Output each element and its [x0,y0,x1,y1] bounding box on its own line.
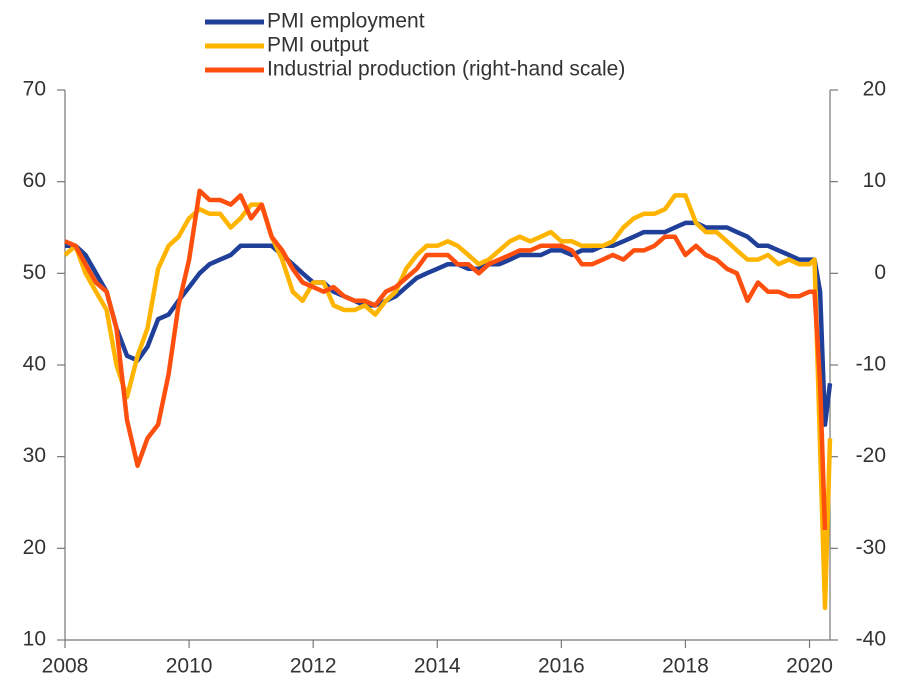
y2-tick-label: -40 [856,628,886,651]
y-tick-label: 30 [23,444,46,467]
x-tick-label: 2012 [290,655,337,678]
y-tick-label: 10 [23,628,46,651]
x-tick-label: 2010 [166,655,213,678]
y-tick-label: 20 [23,536,46,559]
x-tick-label: 2018 [662,655,709,678]
y-tick-label: 40 [23,353,46,376]
y-tick-label: 70 [23,78,46,101]
x-tick-label: 2020 [786,655,833,678]
y2-tick-label: -20 [856,444,886,467]
y-tick-label: 60 [23,169,46,192]
y2-tick-label: -10 [856,353,886,376]
series-line [64,188,828,531]
x-tick-label: 2008 [42,655,89,678]
y2-tick-label: 0 [874,261,886,284]
x-tick-label: 2014 [414,655,461,678]
y2-tick-label: 20 [863,78,886,101]
y-tick-label: 50 [23,261,46,284]
legend-label: Industrial production (right-hand scale) [267,58,625,81]
legend-label: PMI output [267,34,369,57]
y2-tick-label: 10 [863,169,886,192]
legend-label: PMI employment [267,10,425,33]
x-tick-label: 2016 [538,655,585,678]
y2-tick-label: -30 [856,536,886,559]
